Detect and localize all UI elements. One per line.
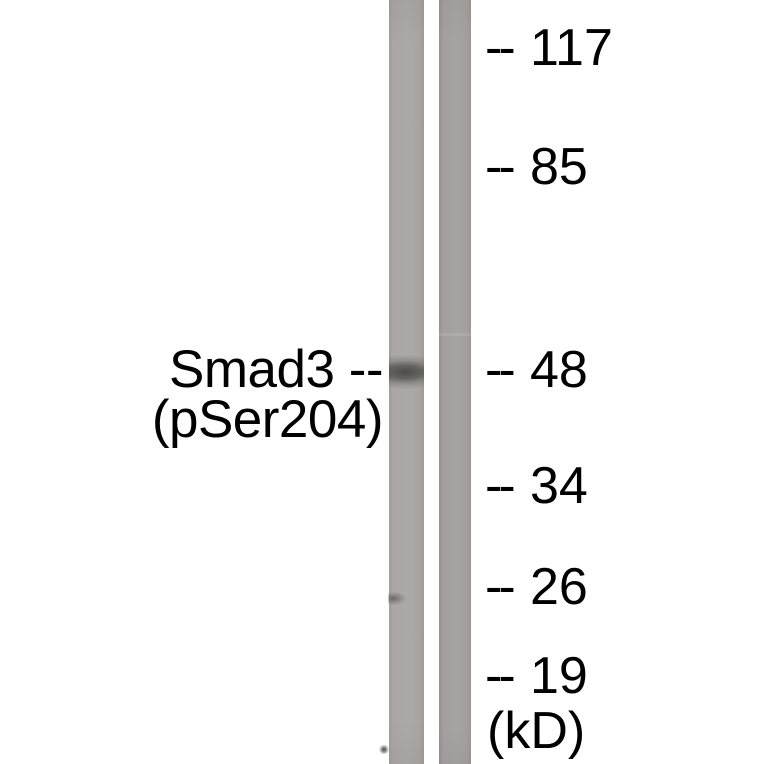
marker-dash: --	[485, 558, 516, 616]
mw-marker-117: -- 117	[485, 19, 613, 77]
marker-value: 19	[530, 647, 588, 705]
marker-dash: --	[485, 647, 516, 705]
background-speck	[379, 745, 389, 754]
marker-dash: --	[485, 457, 516, 515]
blot-lane-2	[439, 0, 471, 764]
antibody-label: Smad3 -- (pSer204)	[151, 340, 384, 449]
mw-marker-19: -- 19	[485, 647, 588, 705]
marker-value: 26	[530, 558, 588, 616]
marker-value: 34	[530, 457, 588, 515]
marker-value: 48	[530, 341, 588, 399]
protein-band-48kd	[389, 353, 424, 391]
mw-marker-48: -- 48	[485, 341, 588, 399]
kilodalton-unit-label: (kD)	[487, 702, 586, 760]
marker-dash: --	[485, 19, 516, 77]
lane2-faint-seam	[439, 333, 471, 336]
marker-value: 85	[530, 138, 588, 196]
marker-value: 117	[530, 19, 613, 77]
mw-marker-26: -- 26	[485, 558, 588, 616]
mw-marker-85: -- 85	[485, 138, 588, 196]
antibody-label-line2: (pSer204)	[151, 390, 384, 449]
lane1-smear-artifact	[388, 592, 406, 605]
mw-marker-34: -- 34	[485, 457, 588, 515]
marker-dash: --	[485, 341, 516, 399]
blot-lane-1	[388, 0, 424, 764]
marker-dash: --	[485, 138, 516, 196]
antibody-label-line1: Smad3 --	[169, 340, 383, 399]
